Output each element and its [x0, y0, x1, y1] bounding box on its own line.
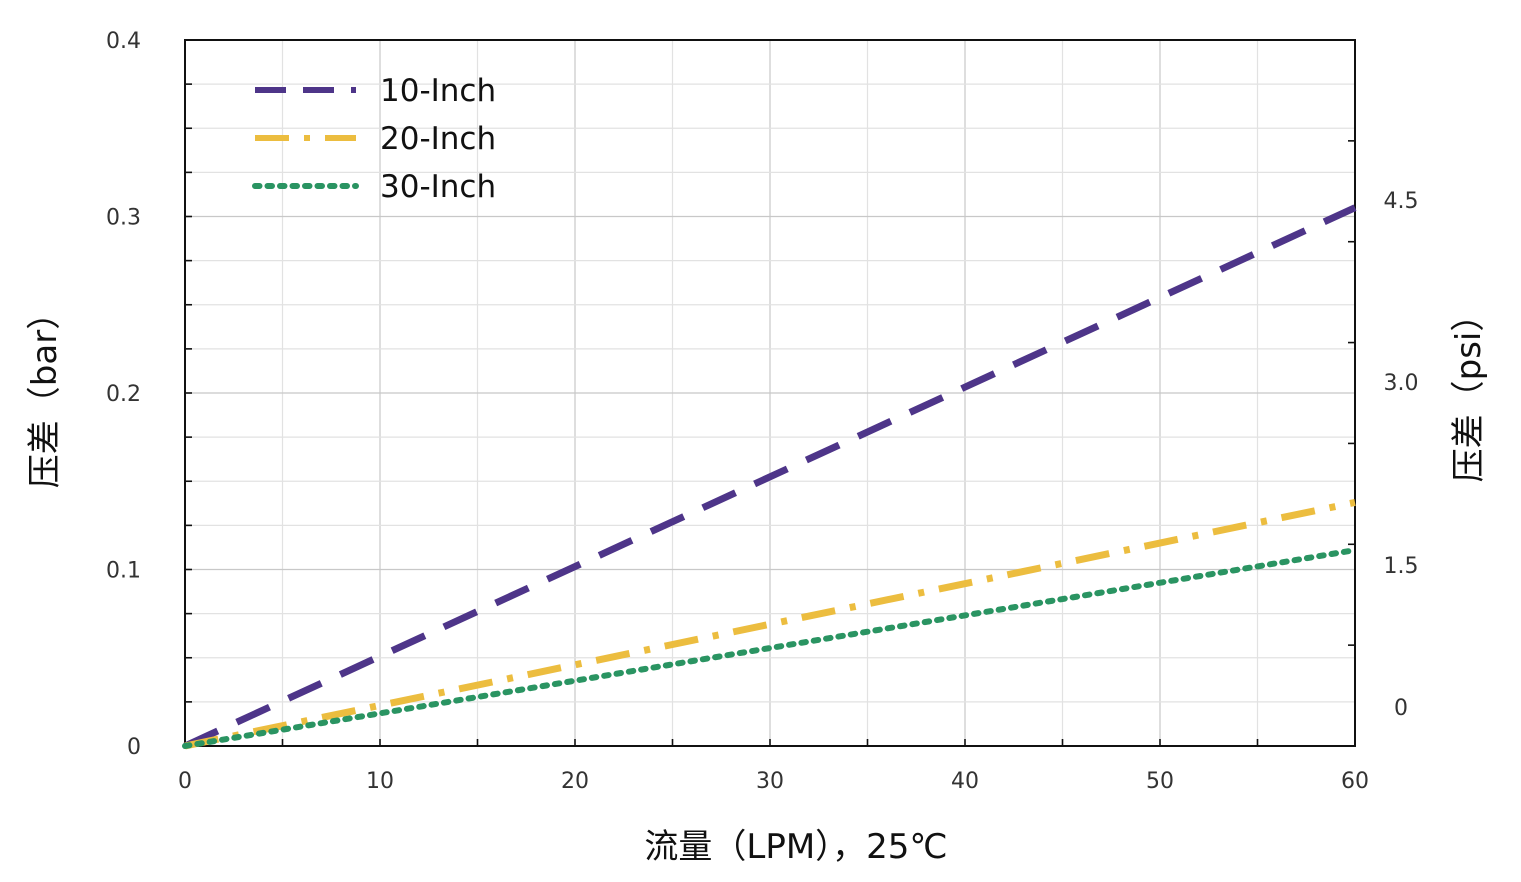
- y-right-tick-labels: 0 1.5 3.0 4.5: [1384, 189, 1419, 721]
- y-tick-label: 0.2: [106, 382, 141, 407]
- x-tick-label: 40: [951, 769, 979, 794]
- series-line-20-inch: [184, 499, 1356, 750]
- y-axis-title: 压差（bar）: [25, 296, 65, 488]
- legend-label: 30-Inch: [380, 169, 496, 205]
- x-tick-label: 50: [1146, 769, 1174, 794]
- series-line-30-inch: [182, 547, 1358, 749]
- x-axis-title: 流量（LPM），25℃: [644, 827, 947, 867]
- y-tick-label: 0.4: [106, 29, 141, 54]
- x-tick-label: 30: [756, 769, 784, 794]
- x-tick-label: 60: [1341, 769, 1369, 794]
- y-tick-label: 0.3: [106, 206, 141, 231]
- plot-frame: [184, 39, 1356, 747]
- y-right-tick-label: 1.5: [1384, 554, 1419, 579]
- y-right-tick-label: 4.5: [1384, 189, 1419, 214]
- series-line-10-inch: [183, 204, 1357, 750]
- legend: 10-Inch 20-Inch 30-Inch: [252, 73, 496, 205]
- y-tick-labels: 0 0.1 0.2 0.3 0.4: [106, 29, 141, 760]
- legend-label: 10-Inch: [380, 73, 496, 109]
- x-tick-labels: 0 10 20 30 40 50 60: [178, 769, 1369, 794]
- y-right-axis-title: 压差（psi）: [1449, 298, 1489, 483]
- y-tick-label: 0.1: [106, 559, 141, 584]
- series-layer: [182, 204, 1358, 750]
- y-tick-label: 0: [127, 735, 141, 760]
- y-right-tick-label: 3.0: [1384, 371, 1419, 396]
- grid: [185, 40, 1355, 746]
- x-tick-label: 0: [178, 769, 192, 794]
- legend-label: 20-Inch: [380, 121, 496, 157]
- tick-marks: [185, 83, 1355, 746]
- x-tick-label: 20: [561, 769, 589, 794]
- y-right-tick-label: 0: [1394, 696, 1408, 721]
- x-tick-label: 10: [366, 769, 394, 794]
